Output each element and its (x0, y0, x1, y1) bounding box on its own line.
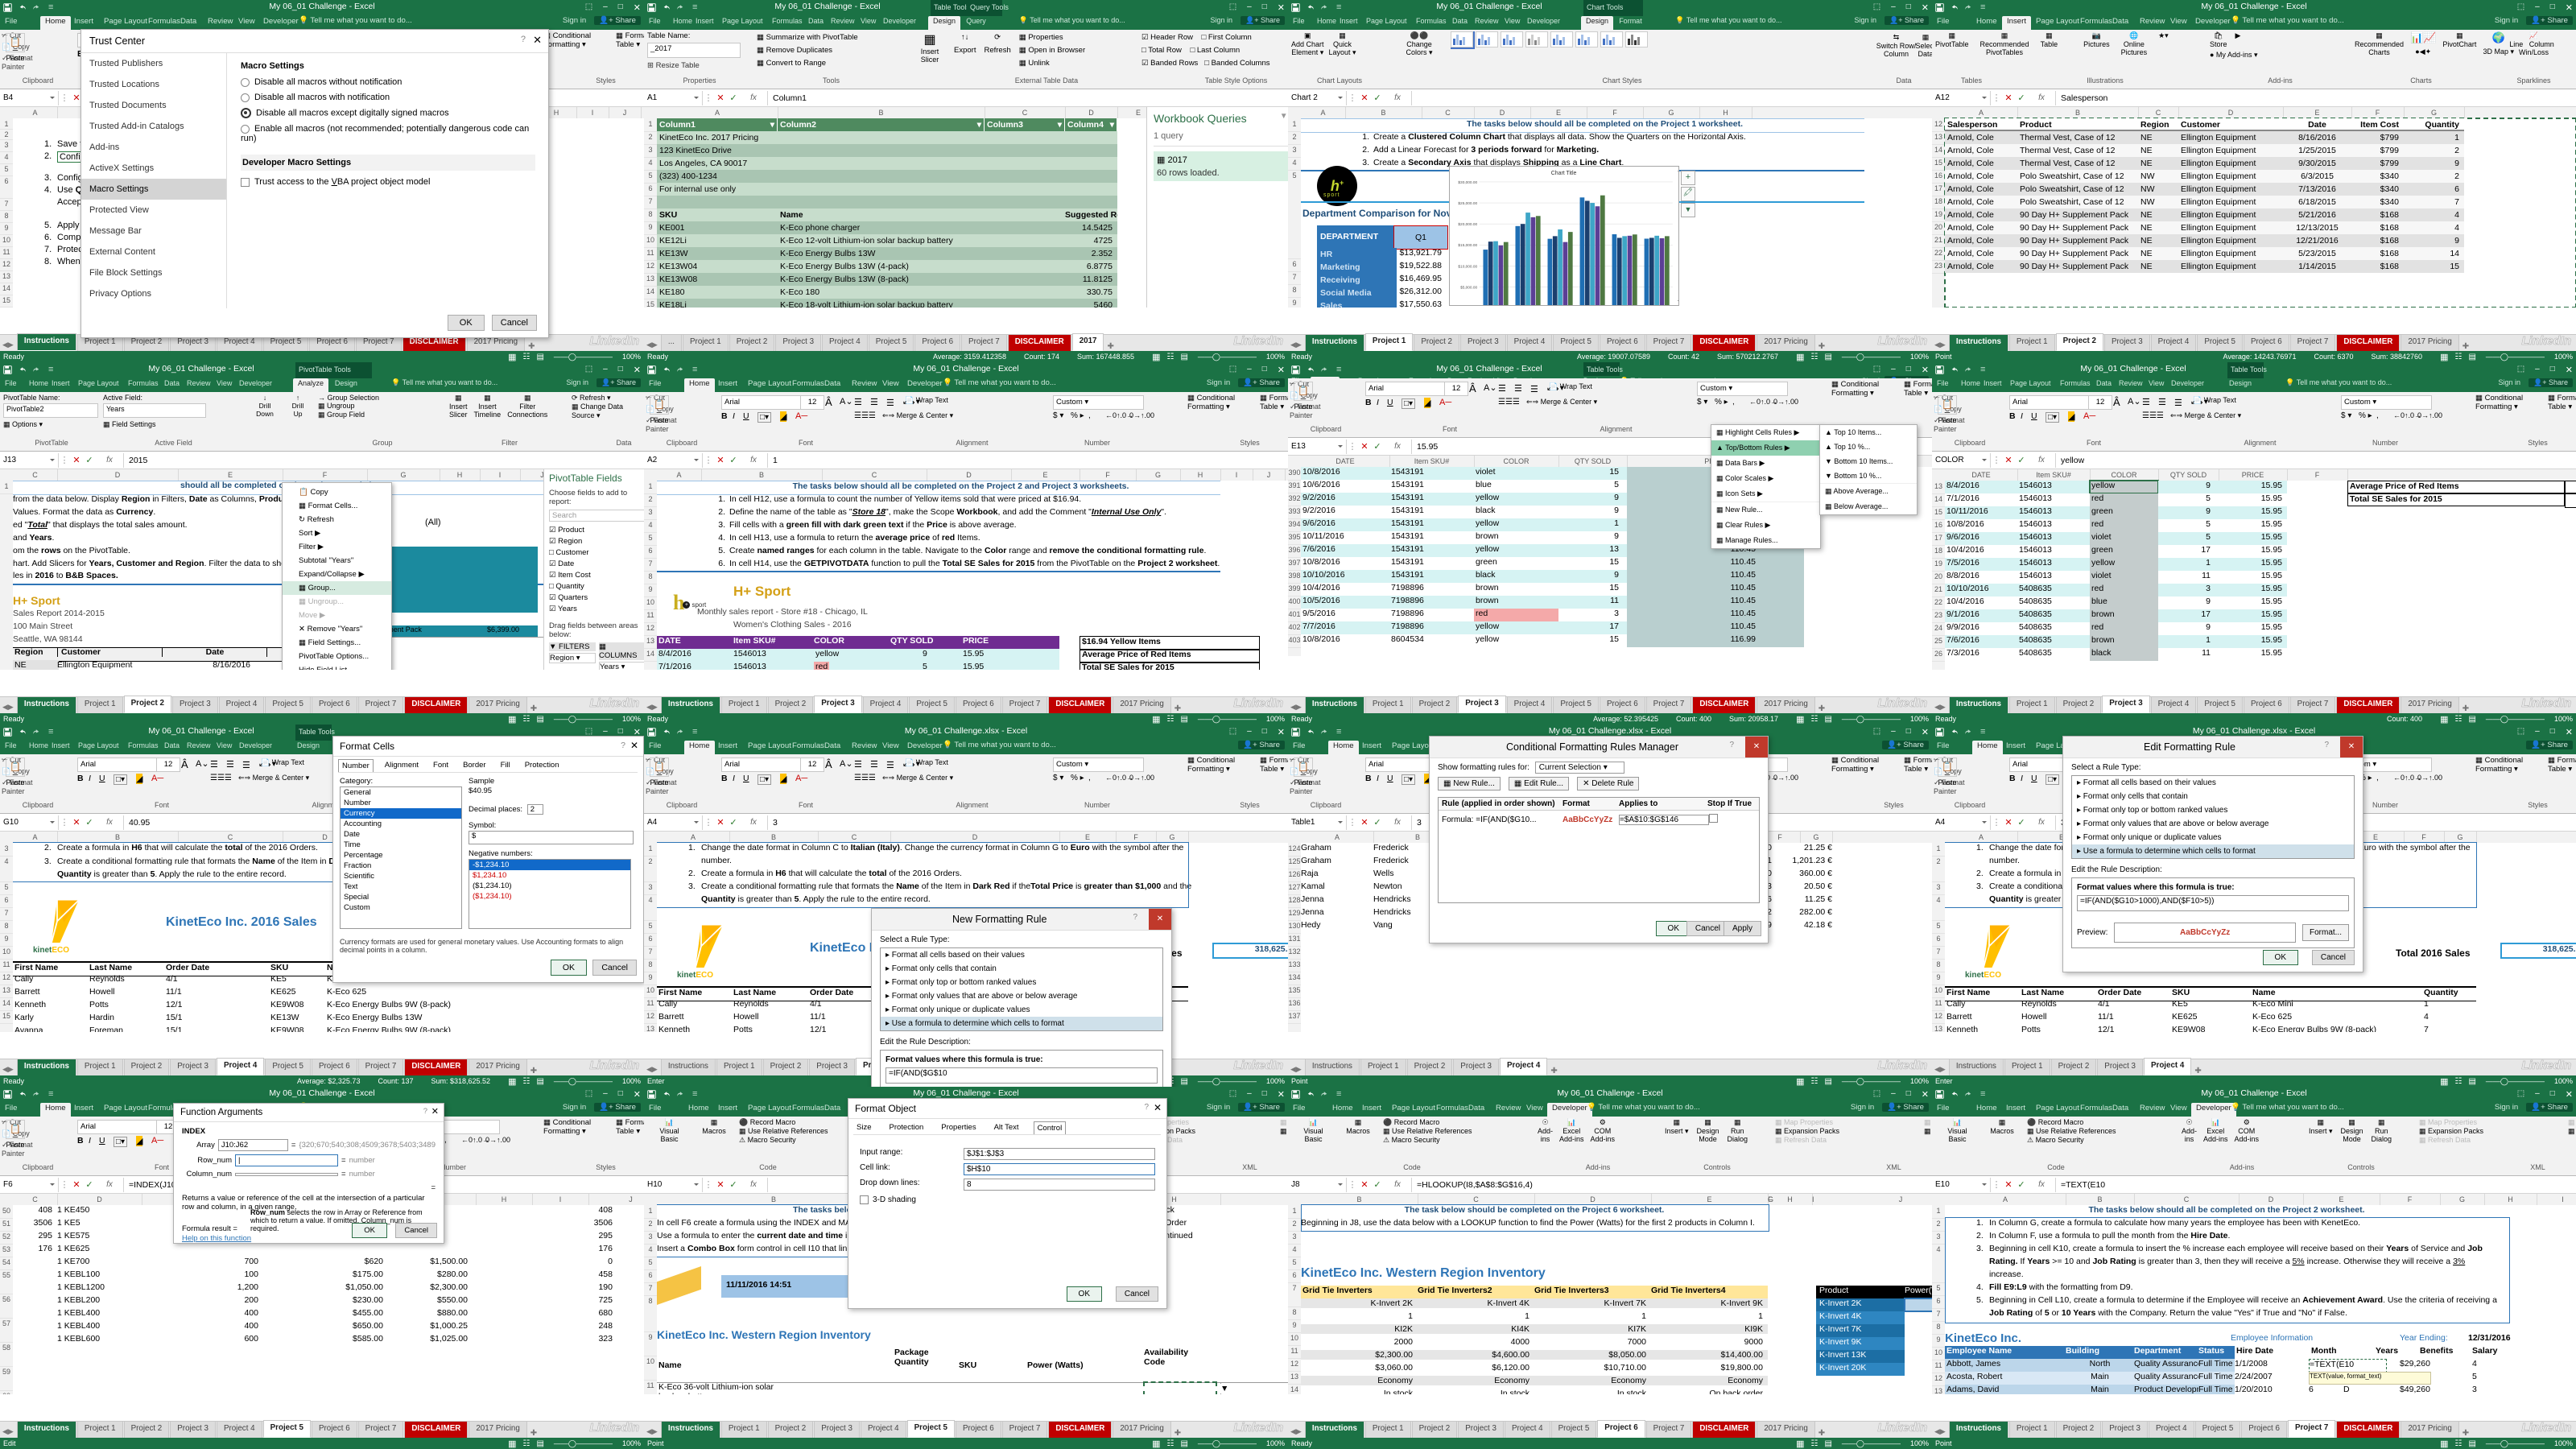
svg-text:$20,000.00: $20,000.00 (1458, 222, 1477, 227)
svg-text:$5,000.00: $5,000.00 (1460, 285, 1477, 290)
svg-text:Chart Title: Chart Title (1551, 171, 1577, 176)
svg-text:$10,000.00: $10,000.00 (1458, 264, 1477, 269)
svg-text:$25,000.00: $25,000.00 (1458, 201, 1477, 206)
svg-text:$30,000.00: $30,000.00 (1458, 180, 1477, 185)
svg-text:$15,000.00: $15,000.00 (1458, 243, 1477, 248)
